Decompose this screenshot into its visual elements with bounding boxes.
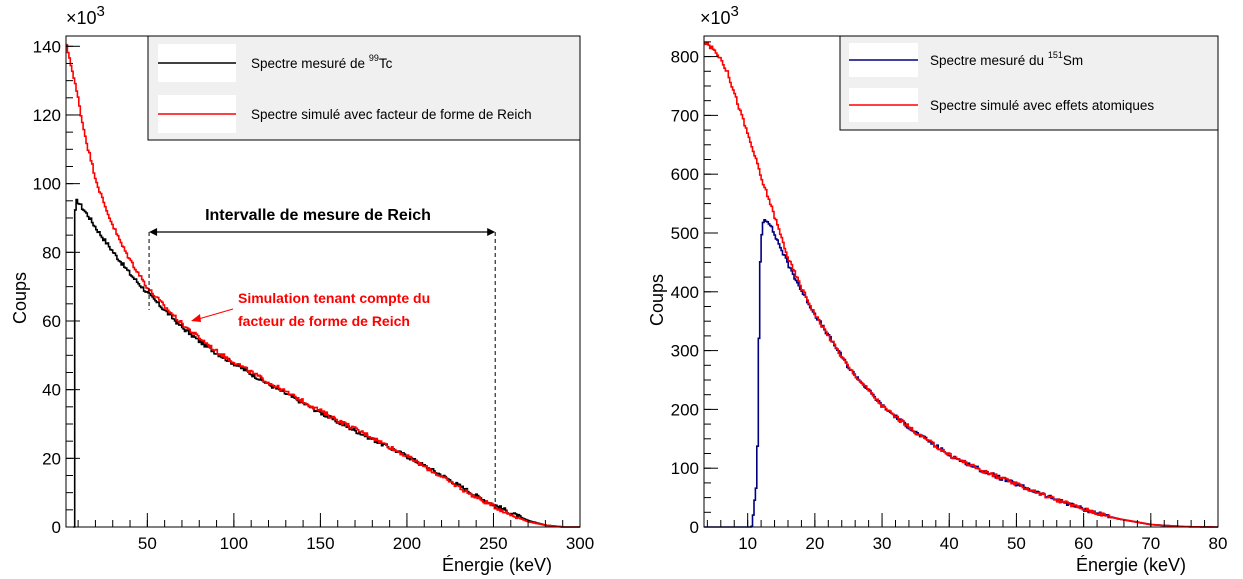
legend: Spectre mesuré du 151Sm Spectre simulé a… [839, 35, 1219, 131]
y-multiplier-label: ×103 [66, 3, 105, 28]
y-tick-label: 100 [33, 175, 61, 194]
series-line-0 [704, 219, 1218, 528]
y-axis-title: Coups [10, 272, 30, 324]
x-tick-label: 50 [138, 534, 157, 553]
x-tick-label: 100 [220, 534, 248, 553]
interval-arrow-head-right [487, 228, 496, 236]
x-axis-title: Énergie (keV) [442, 555, 552, 575]
x-tick-label: 250 [479, 534, 507, 553]
y-tick-label: 0 [52, 518, 61, 537]
y-tick-label: 600 [671, 165, 699, 184]
y-tick-label: 100 [671, 459, 699, 478]
x-tick-label: 150 [306, 534, 334, 553]
axis-ticks: 10 20 30 40 50 60 70 80010020030040050060070080… [671, 41, 1228, 553]
series-layer [704, 41, 1218, 528]
y-tick-label: 140 [33, 37, 61, 56]
x-tick-label: 40 [940, 534, 959, 553]
x-tick-label: 80 [1209, 534, 1228, 553]
legend-entry-simulated: Spectre simulé avec effets atomiques [930, 98, 1154, 113]
y-tick-label: 60 [42, 312, 61, 331]
interval-arrow-head-left [149, 228, 158, 236]
y-tick-label: 500 [671, 224, 699, 243]
legend-entry-simulated: Spectre simulé avec facteur de forme de … [251, 107, 532, 122]
legend-entry-measured: Spectre mesuré de 99Tc [251, 53, 393, 71]
y-tick-label: 120 [33, 106, 61, 125]
simulation-note-arrow-head [191, 314, 201, 322]
y-tick-label: 300 [671, 342, 699, 361]
tc99-spectrum-chart: ×103 50 100 150 200 250 300 0 20 40 60 80 100 120 140… [10, 3, 594, 575]
series-layer [66, 43, 580, 528]
y-tick-label: 800 [671, 48, 699, 67]
y-tick-label: 0 [690, 518, 699, 537]
y-tick-label: 400 [671, 283, 699, 302]
interval-label: Intervalle de mesure de Reich [205, 207, 431, 224]
legend-entry-measured: Spectre mesuré du 151Sm [930, 50, 1083, 68]
legend: Spectre mesuré de 99Tc Spectre simulé av… [147, 35, 581, 141]
sm151-spectrum-chart: ×103 10 20 30 40 50 60 70 800100200300400500600… [647, 3, 1227, 575]
x-tick-label: 50 [1007, 534, 1026, 553]
x-tick-label: 60 [1074, 534, 1093, 553]
simulation-annotation: Simulation tenant compte du facteur de f… [191, 290, 430, 329]
simulation-note-line1: Simulation tenant compte du [238, 290, 430, 306]
x-tick-label: 200 [393, 534, 421, 553]
x-axis-title: Énergie (keV) [1076, 555, 1186, 575]
y-axis-title: Coups [647, 274, 667, 326]
x-tick-label: 300 [566, 534, 594, 553]
y-tick-label: 40 [42, 381, 61, 400]
y-tick-label: 700 [671, 106, 699, 125]
x-tick-label: 10 [738, 534, 757, 553]
y-multiplier-label: ×103 [700, 3, 739, 28]
x-tick-label: 20 [805, 534, 824, 553]
y-tick-label: 200 [671, 400, 699, 419]
y-tick-label: 20 [42, 449, 61, 468]
axis-ticks: 50 100 150 200 250 300 0 20 40 60 80 100 120 140 [33, 37, 595, 553]
series-line-1 [704, 41, 1218, 528]
simulation-note-arrow [194, 308, 234, 321]
series-line-1 [66, 43, 580, 528]
x-tick-label: 70 [1141, 534, 1160, 553]
simulation-note-line2: facteur de forme de Reich [238, 313, 410, 329]
reich-interval-annotation: Intervalle de mesure de Reich [148, 207, 496, 509]
y-tick-label: 80 [42, 243, 61, 262]
x-tick-label: 30 [873, 534, 892, 553]
